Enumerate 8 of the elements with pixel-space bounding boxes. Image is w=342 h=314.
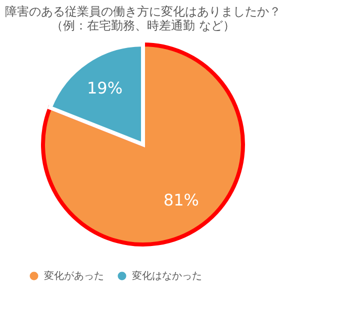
text: （例：在宅勤務、時差通勤 など） [51,18,235,32]
data-label: 81% [163,190,200,210]
pie-slice [41,42,245,246]
pie-slice [48,42,145,146]
text: 障害のある従業員の働き方に変化はありましたか？ [5,4,281,18]
data-label: 19% [86,78,123,98]
legend-label: 変化はなかった [132,270,202,282]
legend-label: 変化があった [44,270,104,282]
